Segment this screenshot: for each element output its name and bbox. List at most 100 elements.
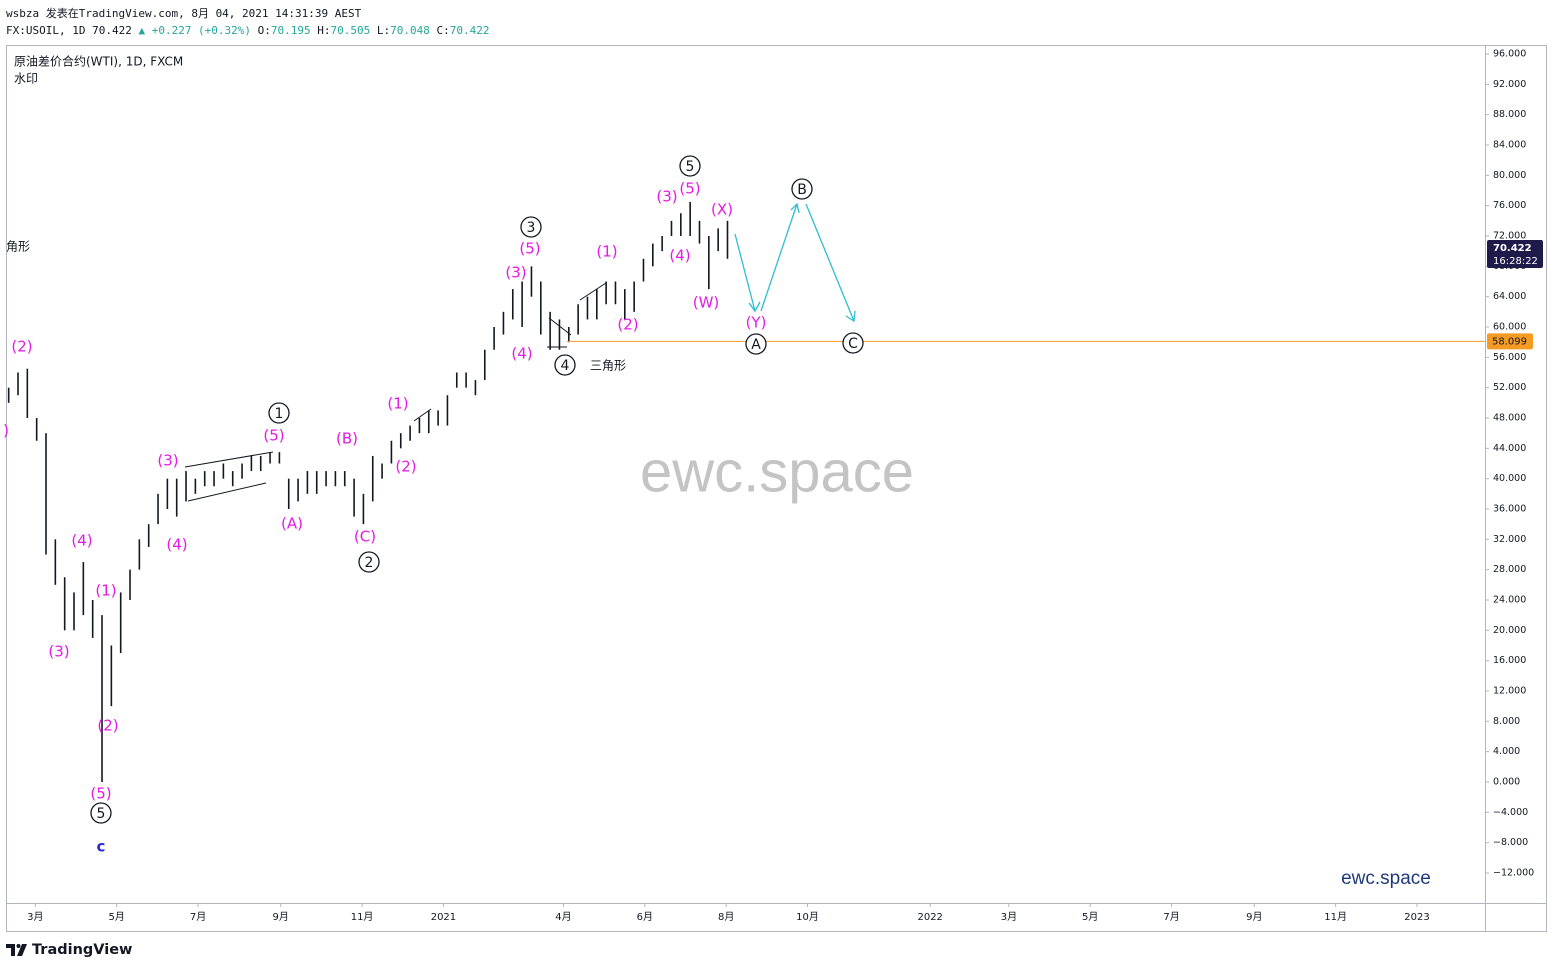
x-tick-label: 5月 — [1082, 911, 1098, 923]
price-line-badge — [1487, 333, 1533, 350]
x-tick-label: 2022 — [917, 912, 942, 923]
wave-label: (X) — [711, 201, 733, 219]
trendline — [184, 451, 274, 468]
wave-label: (W) — [693, 294, 720, 312]
price-line-label: 58.099 — [1492, 336, 1527, 347]
last-price-badge — [1487, 239, 1543, 268]
trendline — [187, 482, 267, 502]
y-tick-label: 60.000 — [1493, 322, 1526, 333]
y-tick-label: 92.000 — [1493, 79, 1526, 90]
wave-label: (1) — [596, 243, 617, 261]
watermark: ewc.space — [1341, 868, 1431, 889]
note: 三角形 — [590, 359, 626, 373]
wave-circle — [358, 551, 380, 573]
arrow-head — [790, 202, 800, 214]
y-tick-label: 72.000 — [1493, 231, 1526, 242]
wave-circle — [90, 802, 112, 824]
wave-label: (4) — [669, 247, 690, 265]
wave-label: 5 — [686, 159, 695, 175]
x-tick-label: 2023 — [1404, 912, 1429, 923]
wave-circle — [842, 332, 864, 354]
wave-label: 4 — [561, 358, 570, 374]
countdown-label: 16:28:22 — [1493, 256, 1538, 267]
trendline — [413, 408, 432, 422]
series-subtitle: 水印 — [14, 72, 38, 86]
wave-label: (3) — [157, 452, 178, 470]
x-tick-label: 3月 — [1001, 911, 1017, 923]
y-tick-label: 84.000 — [1493, 140, 1526, 151]
symbol-info-part: ▲ — [138, 24, 145, 37]
y-tick-label: 80.000 — [1493, 170, 1526, 181]
wave-label: (3) — [48, 643, 69, 661]
arrow-head — [845, 310, 856, 323]
trendline — [548, 317, 572, 336]
trendline — [579, 282, 607, 301]
logo-part — [6, 944, 15, 956]
arrow — [734, 233, 756, 312]
wave-label: 5 — [97, 806, 106, 822]
wave-label: ) — [3, 422, 9, 440]
wave-label: 1 — [275, 406, 284, 422]
x-tick-label: 9月 — [273, 911, 289, 923]
last-price-label: 70.422 — [1493, 243, 1532, 254]
arrow — [760, 203, 798, 312]
wave-circle — [791, 178, 813, 200]
wave-label: (2) — [11, 338, 32, 356]
symbol-info-part: O: — [258, 24, 271, 37]
y-tick-label: 48.000 — [1493, 413, 1526, 424]
wave-label: (2) — [97, 717, 118, 735]
plot-area — [7, 201, 729, 782]
wave-label: 3 — [527, 220, 536, 236]
y-tick-label: 44.000 — [1493, 443, 1526, 454]
x-tick-label: 7月 — [190, 911, 206, 923]
trendlines — [184, 282, 607, 502]
arrow-head — [748, 301, 761, 313]
x-tick-label: 4月 — [555, 911, 571, 923]
y-tick-label: −12.000 — [1493, 867, 1534, 878]
y-tick-label: 56.000 — [1493, 352, 1526, 363]
y-tick-label: 40.000 — [1493, 473, 1526, 484]
symbol-info-part: H: — [311, 24, 331, 37]
y-tick-label: 20.000 — [1493, 625, 1526, 636]
wave-label: A — [751, 337, 761, 353]
wave-label: (C) — [354, 528, 376, 546]
wave-label: (2) — [395, 458, 416, 476]
wave-label: B — [797, 182, 807, 198]
symbol-info-part: FX:USOIL, 1D 70.422 — [6, 24, 138, 37]
x-tick-label: 11月 — [351, 911, 374, 923]
brand: TradingView — [32, 942, 132, 958]
y-tick-label: −8.000 — [1493, 837, 1528, 848]
symbol-info-part: L: — [370, 24, 390, 37]
tradingview-logo — [6, 944, 27, 956]
wave-label: (3) — [656, 188, 677, 206]
note: 角形 — [6, 240, 30, 254]
wave-label: (B) — [336, 430, 358, 448]
x-tick-label: 9月 — [1246, 911, 1262, 923]
x-tick-label: 8月 — [718, 911, 734, 923]
wave-degree: c — [97, 838, 106, 856]
x-tick-label: 5月 — [109, 911, 125, 923]
y-tick-label: 52.000 — [1493, 382, 1526, 393]
y-tick-label: 4.000 — [1493, 746, 1520, 757]
wave-label: (Y) — [746, 314, 767, 332]
wave-label: (A) — [281, 515, 303, 533]
y-tick-label: 64.000 — [1493, 291, 1526, 302]
y-tick-label: 28.000 — [1493, 564, 1526, 575]
wave-circle — [679, 155, 701, 177]
y-tick-label: 96.000 — [1493, 49, 1526, 60]
x-tick-label: 2021 — [431, 912, 456, 923]
symbol-info-part: 70.505 — [331, 24, 371, 37]
wave-label: (2) — [617, 316, 638, 334]
symbol-info-part: 70.422 — [450, 24, 490, 37]
series-title: 原油差价合约(WTI), 1D, FXCM — [14, 54, 183, 69]
projection-arrows — [734, 202, 856, 323]
symbol-info-part: +0.227 (+0.32%) — [145, 24, 258, 37]
logo-part — [16, 944, 21, 948]
y-tick-label: 24.000 — [1493, 594, 1526, 605]
y-tick-label: 76.000 — [1493, 200, 1526, 211]
y-tick-label: 8.000 — [1493, 716, 1520, 727]
x-tick-label: 6月 — [637, 911, 653, 923]
wave-label: (5) — [90, 785, 111, 803]
publish-info: wsbza 发表在TradingView.com, 8月 04, 2021 14… — [6, 6, 362, 20]
